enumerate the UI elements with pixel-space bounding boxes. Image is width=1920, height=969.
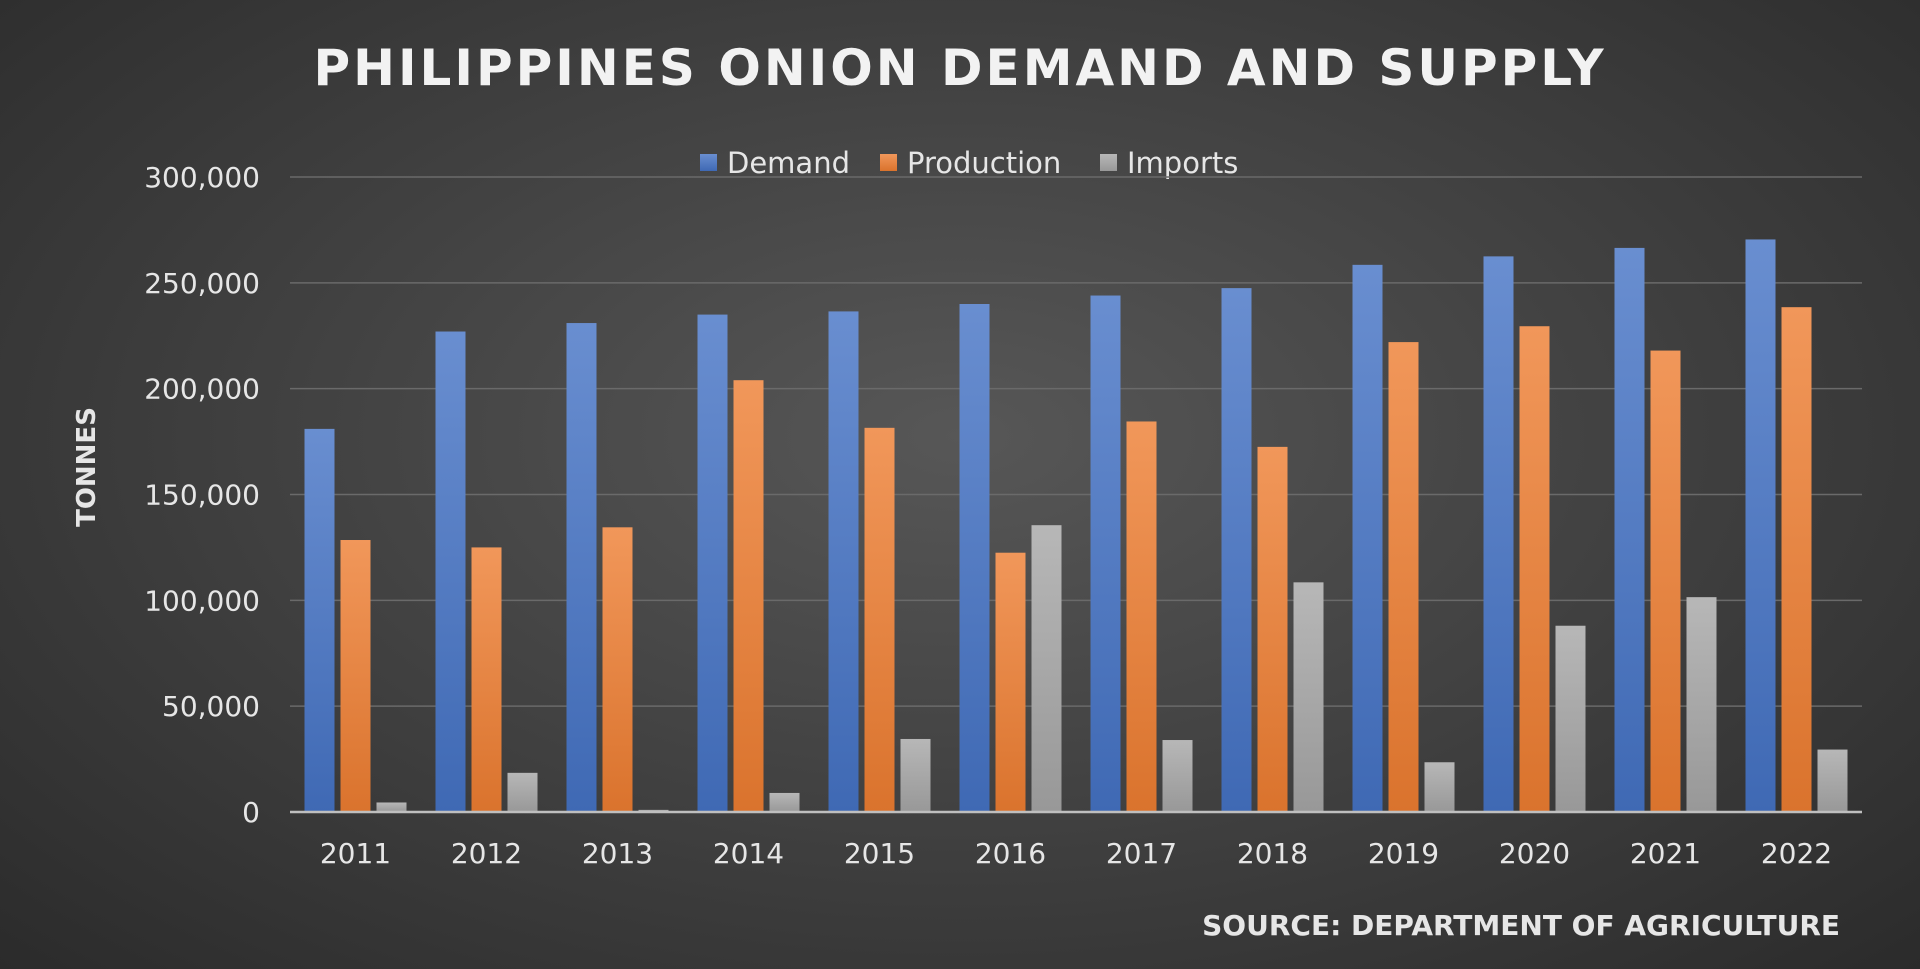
bar-demand-2022	[1745, 239, 1776, 813]
x-tick-label: 2014	[713, 837, 784, 870]
bar-demand-2011	[304, 428, 335, 812]
bar-imports-2018	[1293, 582, 1324, 812]
y-tick-label: 50,000	[162, 690, 260, 723]
y-tick-label: 0	[242, 796, 260, 829]
legend-swatch	[700, 154, 717, 171]
bar-production-2022	[1781, 307, 1812, 812]
bar-demand-2012	[435, 331, 466, 812]
legend-label: Demand	[727, 146, 850, 180]
legend-item-imports: Imports	[1100, 146, 1238, 180]
chart-title: PHILIPPINES ONION DEMAND AND SUPPLY	[313, 39, 1606, 97]
x-tick-label: 2018	[1237, 837, 1308, 870]
y-tick-label: 300,000	[144, 161, 260, 194]
x-tick-label: 2019	[1368, 837, 1439, 870]
legend-item-demand: Demand	[700, 146, 850, 180]
y-tick-label: 150,000	[144, 479, 260, 512]
x-axis-tick-labels: 2011 2012 2013 2014 2015 2016 2017 2018 2019 2020…	[320, 837, 1832, 870]
bar-imports-2020	[1555, 625, 1586, 812]
bar-demand-2020	[1483, 256, 1514, 812]
x-tick-label: 2017	[1106, 837, 1177, 870]
bar-production-2020	[1519, 326, 1550, 812]
bar-demand-2013	[566, 323, 597, 812]
y-tick-label: 100,000	[144, 584, 260, 617]
bar-production-2018	[1257, 446, 1288, 812]
legend-label: Production	[907, 146, 1061, 180]
bar-demand-2019	[1352, 264, 1383, 812]
y-axis-label: TONNES	[72, 407, 102, 527]
bar-production-2017	[1126, 421, 1157, 812]
bar-imports-2016	[1031, 525, 1062, 812]
gridlines	[290, 176, 1862, 707]
bar-production-2016	[995, 552, 1026, 812]
y-axis-tick-labels: 0 50,000 100,000 150,000 200,000 250,000 300,0…	[144, 161, 260, 829]
bar-production-2013	[602, 527, 633, 812]
bar-imports-2011	[376, 802, 407, 812]
bar-imports-2015	[900, 738, 931, 812]
bar-imports-2014	[769, 792, 800, 812]
x-tick-label: 2012	[451, 837, 522, 870]
bar-production-2015	[864, 427, 895, 812]
legend-item-production: Production	[880, 146, 1061, 180]
bar-demand-2018	[1221, 288, 1252, 812]
bar-imports-2017	[1162, 740, 1193, 812]
x-tick-label: 2020	[1499, 837, 1570, 870]
x-tick-label: 2022	[1761, 837, 1832, 870]
bar-demand-2021	[1614, 247, 1645, 813]
bar-imports-2021	[1686, 597, 1717, 812]
legend-swatch	[880, 154, 897, 171]
x-tick-label: 2013	[582, 837, 653, 870]
x-tick-label: 2016	[975, 837, 1046, 870]
bar-imports-2019	[1424, 762, 1455, 812]
bar-production-2021	[1650, 350, 1681, 812]
bar-demand-2016	[959, 304, 990, 812]
bar-demand-2017	[1090, 295, 1121, 812]
bar-production-2011	[340, 540, 371, 812]
bar-demand-2015	[828, 311, 859, 812]
bar-production-2012	[471, 547, 502, 812]
source-note: SOURCE: DEPARTMENT OF AGRICULTURE	[1202, 909, 1840, 942]
bar-imports-2022	[1817, 749, 1848, 812]
x-tick-label: 2015	[844, 837, 915, 870]
bar-imports-2012	[507, 772, 538, 812]
bar-production-2014	[733, 380, 764, 812]
legend-swatch	[1100, 154, 1117, 171]
y-tick-label: 250,000	[144, 267, 260, 300]
bars	[304, 239, 1848, 813]
x-tick-label: 2021	[1630, 837, 1701, 870]
bar-demand-2014	[697, 314, 728, 812]
y-tick-label: 200,000	[144, 373, 260, 406]
x-tick-label: 2011	[320, 837, 391, 870]
legend-label: Imports	[1127, 146, 1238, 180]
legend: Demand Production Imports	[700, 146, 1238, 180]
bar-production-2019	[1388, 342, 1419, 812]
